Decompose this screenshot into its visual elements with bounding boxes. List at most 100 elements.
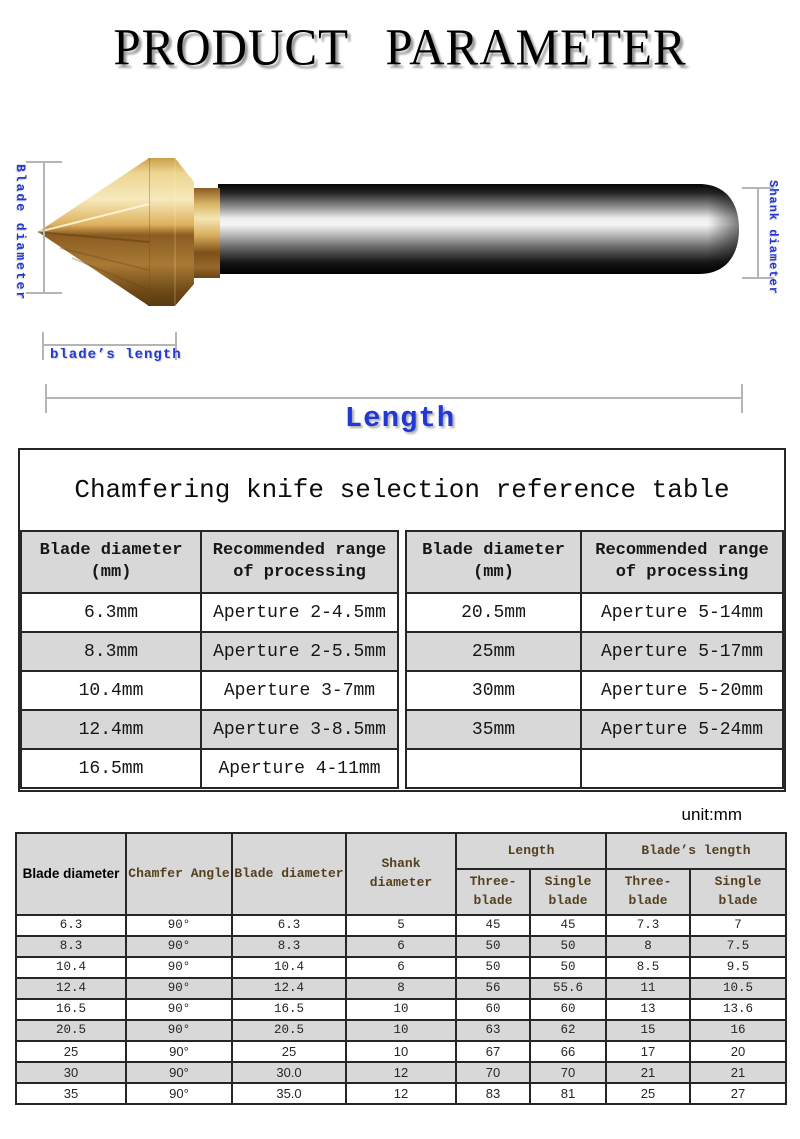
table-cell: Aperture 2-5.5mm	[200, 631, 399, 672]
table-cell: 16	[689, 1019, 787, 1042]
table-cell: 10	[345, 1019, 457, 1042]
table-cell: 16.5	[15, 998, 127, 1021]
page-title: PRODUCT PARAMETER	[113, 18, 687, 77]
shank-shape	[218, 184, 739, 274]
drill-bit-diagram: Blade diameter Shank diameter blade’s le…	[0, 130, 800, 442]
col-header-blade-diameter: Blade diameter	[15, 832, 127, 916]
table-cell: 70	[455, 1061, 531, 1084]
table-row: 35mm Aperture 5-24mm	[405, 709, 784, 750]
col-header-recommended-range: Recommended range of processing	[200, 530, 399, 594]
table-cell: 10	[345, 998, 457, 1021]
table-cell: 81	[529, 1082, 607, 1105]
col-header-blades-length-group: Blade’s length	[605, 832, 787, 870]
table-cell: 62	[529, 1019, 607, 1042]
drill-bit-illustration	[26, 158, 774, 413]
table-cell: 8	[605, 935, 691, 958]
blade-diameter-label: Blade diameter	[13, 164, 28, 302]
table-row: 10.4mm Aperture 3-7mm	[20, 670, 399, 711]
table-cell: 7	[689, 914, 787, 937]
table-cell: 20.5mm	[405, 592, 582, 633]
col-header-chamfer-angle: Chamfer Angle	[125, 832, 233, 916]
table-cell: 66	[529, 1040, 607, 1063]
table-cell: 50	[455, 956, 531, 979]
col-header-length-single-blade: Single blade	[529, 868, 607, 916]
col-header-blades-length-single-blade: Single blade	[689, 868, 787, 916]
table-cell: 27	[689, 1082, 787, 1105]
table-cell: 6.3	[15, 914, 127, 937]
table-cell: 16.5mm	[20, 748, 202, 789]
table-cell: 60	[529, 998, 607, 1021]
blades-length-label: blade’s length	[50, 347, 182, 363]
table-cell: 6	[345, 956, 457, 979]
table-cell: Aperture 5-24mm	[580, 709, 784, 750]
cone-tip-shape	[38, 158, 149, 306]
col-header-blades-length-three-blade: Three-blade	[605, 868, 691, 916]
table-cell: 67	[455, 1040, 531, 1063]
table-cell: 9.5	[689, 956, 787, 979]
table-row: 6.3mm Aperture 2-4.5mm	[20, 592, 399, 633]
table-cell: 45	[529, 914, 607, 937]
table-cell: 10	[345, 1040, 457, 1063]
table-row: 25mm Aperture 5-17mm	[405, 631, 784, 672]
table-cell: 90°	[125, 977, 233, 1000]
table-row: 10.4 90° 10.4 6 50 50 8.5 9.5	[15, 956, 787, 979]
table-cell: 10.4	[231, 956, 347, 979]
table-cell: 8.3mm	[20, 631, 202, 672]
table-cell: 21	[605, 1061, 691, 1084]
table-header-row: Blade diameter Chamfer Angle Blade diame…	[15, 832, 787, 916]
table-cell: 55.6	[529, 977, 607, 1000]
table-cell: 6.3mm	[20, 592, 202, 633]
table-cell: 35.0	[231, 1082, 347, 1105]
blade-head-shape	[148, 158, 194, 306]
table-cell: 90°	[125, 1082, 233, 1105]
reference-table-right: Blade diameter (mm) Recommended range of…	[405, 530, 784, 789]
table-cell: 15	[605, 1019, 691, 1042]
col-header-blade-diameter: Blade diameter (mm)	[405, 530, 582, 594]
table-cell: 12	[345, 1061, 457, 1084]
table-cell: 50	[455, 935, 531, 958]
table-row: 20.5 90° 20.5 10 63 62 15 16	[15, 1019, 787, 1042]
table-row: 30mm Aperture 5-20mm	[405, 670, 784, 711]
table-cell: 90°	[125, 956, 233, 979]
table-cell: Aperture 5-20mm	[580, 670, 784, 711]
table-cell: 30.0	[231, 1061, 347, 1084]
table-cell	[580, 748, 784, 789]
table-row	[405, 748, 784, 789]
col-header-recommended-range: Recommended range of processing	[580, 530, 784, 594]
spec-table: Blade diameter Chamfer Angle Blade diame…	[15, 832, 787, 1105]
col-header-length-three-blade: Three-blade	[455, 868, 531, 916]
table-row: 8.3mm Aperture 2-5.5mm	[20, 631, 399, 672]
table-cell: 63	[455, 1019, 531, 1042]
col-header-shank-diameter: Shank diameter	[345, 832, 457, 916]
table-cell: Aperture 5-14mm	[580, 592, 784, 633]
table-row: 6.3 90° 6.3 5 45 45 7.3 7	[15, 914, 787, 937]
table-cell: 20	[689, 1040, 787, 1063]
table-row: 16.5 90° 16.5 10 60 60 13 13.6	[15, 998, 787, 1021]
table-cell: 25mm	[405, 631, 582, 672]
table-cell: Aperture 3-7mm	[200, 670, 399, 711]
table-cell: 56	[455, 977, 531, 1000]
table-cell: 7.5	[689, 935, 787, 958]
col-header-length-group: Length	[455, 832, 607, 870]
table-cell: 90°	[125, 1040, 233, 1063]
table-row: 30 90° 30.0 12 70 70 21 21	[15, 1061, 787, 1084]
table-cell: 30mm	[405, 670, 582, 711]
table-cell: 8.3	[15, 935, 127, 958]
col-header-blade-diameter: Blade diameter (mm)	[20, 530, 202, 594]
table-cell: 16.5	[231, 998, 347, 1021]
dimension-lines	[26, 161, 774, 413]
table-cell: 90°	[125, 935, 233, 958]
table-row: 8.3 90° 8.3 6 50 50 8 7.5	[15, 935, 787, 958]
table-cell: 60	[455, 998, 531, 1021]
table-cell: 8	[345, 977, 457, 1000]
table-cell: 12	[345, 1082, 457, 1105]
table-cell: 50	[529, 935, 607, 958]
table-row: 35 90° 35.0 12 83 81 25 27	[15, 1082, 787, 1105]
reference-table-title: Chamfering knife selection reference tab…	[74, 475, 730, 505]
table-cell: 12.4	[15, 977, 127, 1000]
table-cell: 90°	[125, 998, 233, 1021]
table-cell: 20.5	[231, 1019, 347, 1042]
table-cell: 45	[455, 914, 531, 937]
table-cell: Aperture 3-8.5mm	[200, 709, 399, 750]
